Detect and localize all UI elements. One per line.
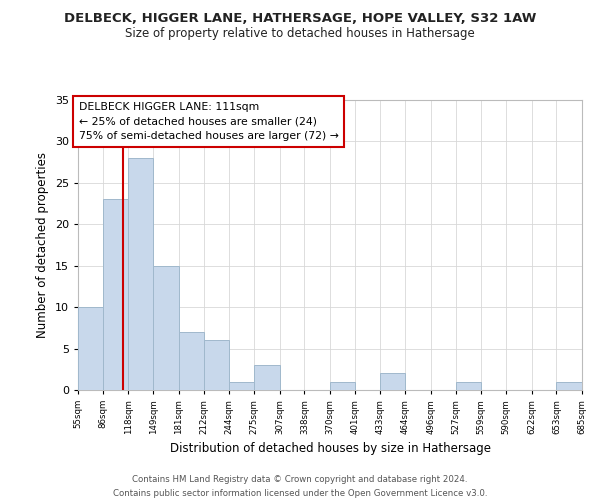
Bar xyxy=(229,382,254,390)
Text: DELBECK HIGGER LANE: 111sqm
← 25% of detached houses are smaller (24)
75% of sem: DELBECK HIGGER LANE: 111sqm ← 25% of det… xyxy=(79,102,338,141)
Bar xyxy=(103,200,128,390)
Text: Size of property relative to detached houses in Hathersage: Size of property relative to detached ho… xyxy=(125,28,475,40)
Y-axis label: Number of detached properties: Number of detached properties xyxy=(36,152,49,338)
Bar xyxy=(179,332,203,390)
Text: DELBECK, HIGGER LANE, HATHERSAGE, HOPE VALLEY, S32 1AW: DELBECK, HIGGER LANE, HATHERSAGE, HOPE V… xyxy=(64,12,536,26)
Bar xyxy=(330,382,355,390)
Text: Contains HM Land Registry data © Crown copyright and database right 2024.
Contai: Contains HM Land Registry data © Crown c… xyxy=(113,476,487,498)
X-axis label: Distribution of detached houses by size in Hathersage: Distribution of detached houses by size … xyxy=(170,442,491,455)
Bar xyxy=(153,266,179,390)
Bar xyxy=(78,307,103,390)
Bar xyxy=(380,374,405,390)
Bar xyxy=(455,382,481,390)
Bar xyxy=(254,365,280,390)
Bar xyxy=(128,158,153,390)
Bar xyxy=(203,340,229,390)
Bar xyxy=(556,382,582,390)
